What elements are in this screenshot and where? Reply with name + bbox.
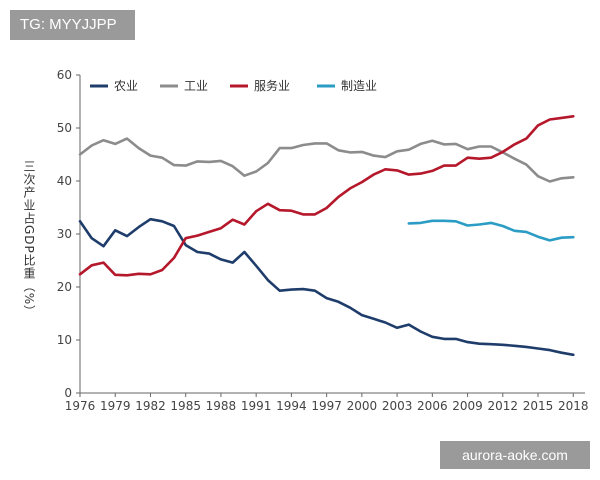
y-tick-label: 30 (57, 227, 72, 241)
series-layer (78, 115, 575, 357)
x-tick-label: 1979 (100, 399, 131, 413)
y-tick-label: 0 (64, 386, 72, 400)
x-tick-label: 1976 (65, 399, 96, 413)
x-tick-label: 1991 (241, 399, 272, 413)
legend-label-0: 农业 (114, 79, 138, 93)
x-tick-label: 1982 (135, 399, 166, 413)
x-tick-label: 1985 (170, 399, 201, 413)
series-line-1 (78, 137, 575, 183)
series-line-0 (78, 217, 575, 357)
y-tick-label: 60 (57, 68, 72, 82)
series-line-3 (407, 219, 575, 242)
x-tick-label: 2015 (523, 399, 554, 413)
legend-label-3: 制造业 (341, 79, 377, 93)
legend-label-2: 服务业 (254, 78, 290, 93)
x-tick-label: 2006 (417, 399, 448, 413)
tg-tag-badge: TG: MYYJJPP (10, 10, 135, 40)
chart-axes: 0 10 20 30 40 50 60 1976 1979 1982 1985 1988 1991 199… (57, 68, 589, 413)
y-tick-label: 10 (57, 333, 72, 347)
series-line-2 (78, 115, 575, 277)
y-tick-label: 50 (57, 121, 72, 135)
watermark-badge: aurora-aoke.com (440, 441, 590, 469)
x-tick-label: 1997 (311, 399, 342, 413)
x-tick-label: 2018 (558, 399, 589, 413)
chart-legend: 农业 工业 服务业 制造业 (90, 78, 377, 93)
x-tick-label: 2003 (382, 399, 413, 413)
y-tick-label: 20 (57, 280, 72, 294)
x-tick-label: 1994 (276, 399, 307, 413)
x-tick-label: 2012 (488, 399, 519, 413)
x-tick-label: 2000 (347, 399, 378, 413)
x-tick-label: 1988 (206, 399, 237, 413)
x-tick-label: 2009 (452, 399, 483, 413)
y-tick-label: 40 (57, 174, 72, 188)
y-axis-label: 三次产业占GDP比重（%） (22, 160, 36, 319)
legend-label-1: 工业 (184, 79, 208, 93)
